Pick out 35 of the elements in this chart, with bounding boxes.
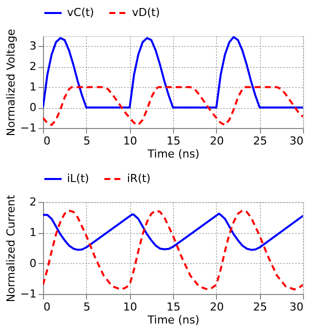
x-tick-label: 0 <box>44 134 50 148</box>
x-tick-label: 5 <box>83 134 90 148</box>
x-axis-title: Time (ns) <box>146 314 200 326</box>
legend-label: vC(t) <box>67 6 94 19</box>
x-tick-label: 20 <box>210 134 224 148</box>
line-series <box>43 210 303 290</box>
line-series <box>43 86 303 126</box>
x-tick-label: 15 <box>166 134 180 148</box>
x-tick-label: 5 <box>83 300 90 314</box>
x-tick-label: 25 <box>253 300 268 314</box>
x-tick-label: 20 <box>210 300 224 314</box>
y-tick-label: 0 <box>30 101 36 114</box>
line-series <box>43 212 303 251</box>
y-tick-label: 2 <box>30 196 36 208</box>
y-tick-label: 1 <box>30 80 36 94</box>
y-axis-title: Normalized Current <box>4 194 18 302</box>
x-tick-label: 25 <box>253 134 268 148</box>
y-tick-label: −1 <box>20 288 36 300</box>
x-axis-title: Time (ns) <box>146 148 200 160</box>
x-tick-label: 10 <box>123 134 138 148</box>
legend-label: iL(t) <box>67 172 90 185</box>
y-tick-label: 2 <box>30 60 36 74</box>
y-tick-label: 1 <box>30 226 36 240</box>
legend-label: iR(t) <box>127 172 151 185</box>
x-tick-label: 0 <box>44 300 50 314</box>
x-tick-label: 30 <box>290 134 304 148</box>
x-tick-label: 30 <box>290 300 304 314</box>
legend-label: vD(t) <box>132 6 160 19</box>
y-tick-label: 0 <box>30 256 36 270</box>
x-tick-label: 10 <box>123 300 138 314</box>
y-axis-title: Normalized Voltage <box>4 28 18 136</box>
y-tick-label: 3 <box>30 40 36 53</box>
line-series <box>43 36 303 109</box>
y-tick-label: −1 <box>20 122 36 134</box>
x-tick-label: 15 <box>166 300 180 314</box>
